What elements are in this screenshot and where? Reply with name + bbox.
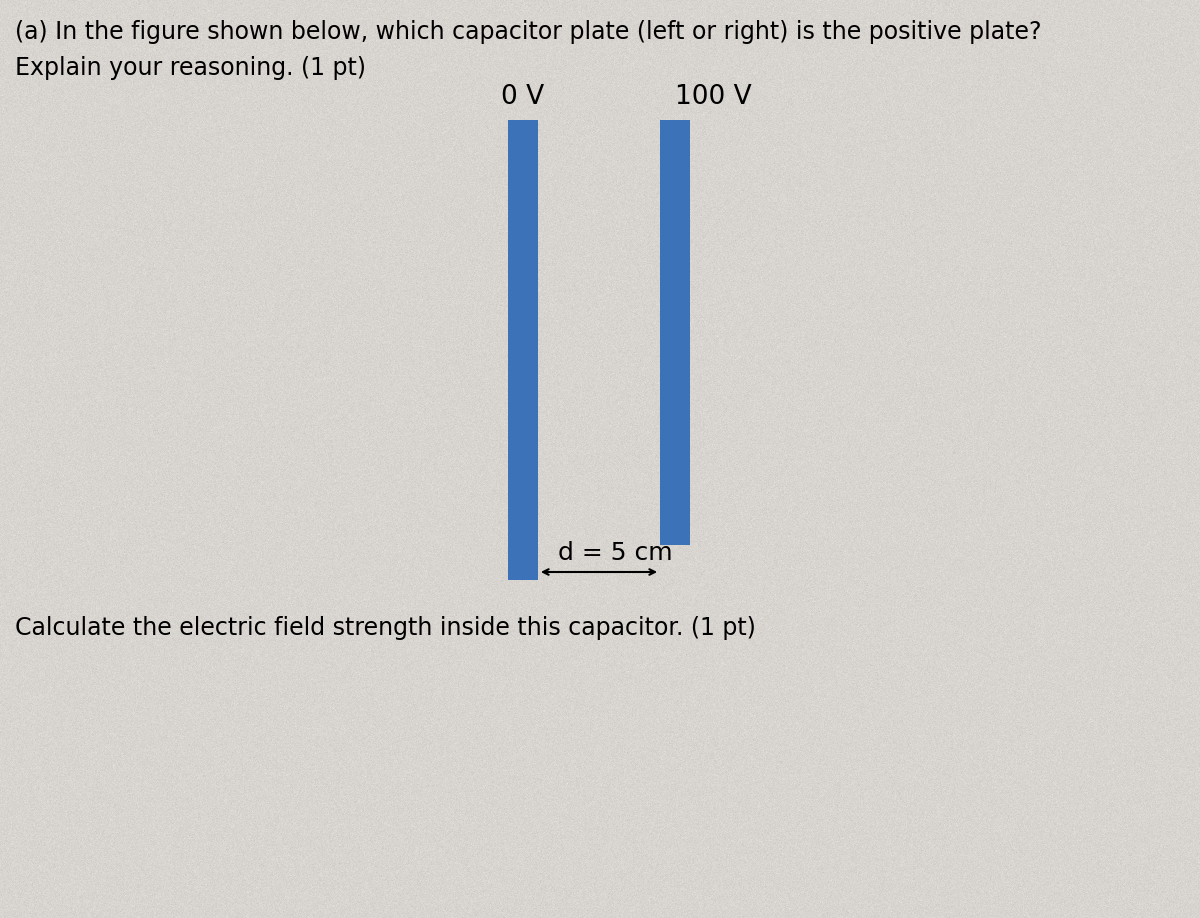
Text: Calculate the electric field strength inside this capacitor. (1 pt): Calculate the electric field strength in… xyxy=(14,616,756,640)
Text: d = 5 cm: d = 5 cm xyxy=(558,541,672,565)
Text: 100 V: 100 V xyxy=(674,84,751,110)
Text: Explain your reasoning. (1 pt): Explain your reasoning. (1 pt) xyxy=(14,56,366,80)
Text: 0 V: 0 V xyxy=(502,84,545,110)
Bar xyxy=(508,120,538,580)
Bar xyxy=(660,120,690,545)
Text: (a) In the figure shown below, which capacitor plate (left or right) is the posi: (a) In the figure shown below, which cap… xyxy=(14,20,1042,44)
